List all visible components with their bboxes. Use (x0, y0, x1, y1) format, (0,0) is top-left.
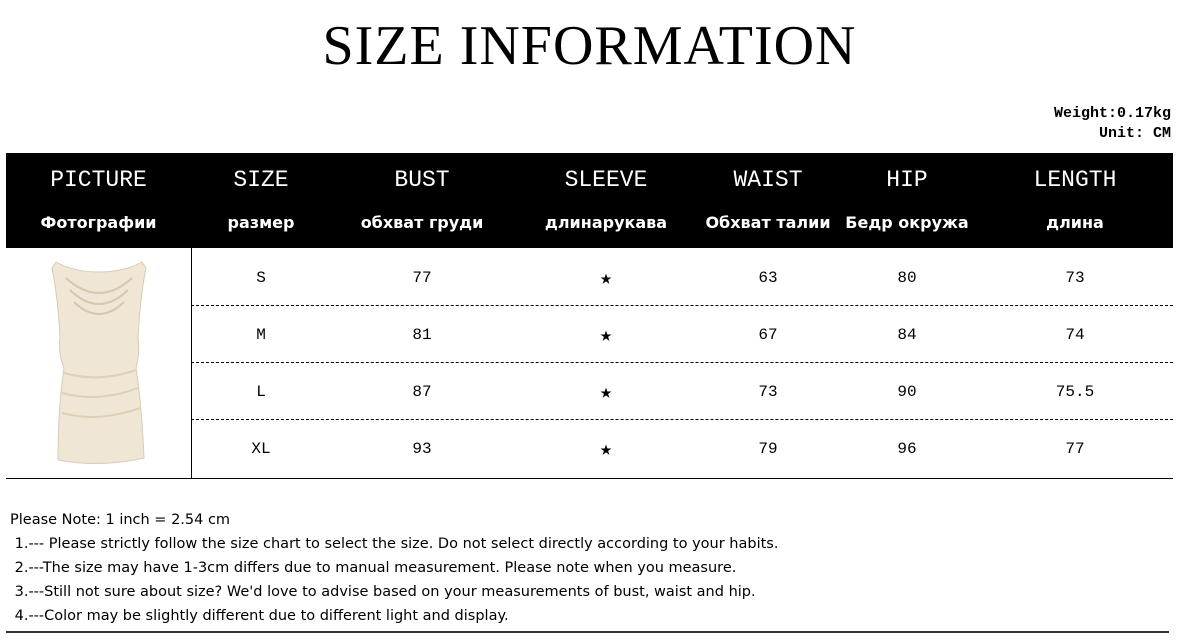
cell-bust: 81 (412, 325, 432, 344)
column-header-ru: длина (1046, 213, 1104, 232)
cell-waist: 73 (758, 382, 778, 401)
column-header: WAIST Обхват талии (699, 153, 837, 248)
cell-sleeve: ★ (599, 267, 613, 291)
notes: Please Note: 1 inch = 2.54 cm 1.--- Plea… (10, 508, 1170, 628)
column-header-ru: длинарукава (544, 213, 668, 232)
cell-length: 73 (1065, 268, 1085, 287)
note-line: 3.---Still not sure about size? We'd lov… (10, 584, 756, 600)
column-header-ru: Обхват талии (705, 213, 831, 232)
cell-bust: 87 (412, 382, 432, 401)
column-header-ru: Фотографии (40, 213, 157, 232)
cell-hip: 84 (897, 325, 917, 344)
column-header: SIZE размер (191, 153, 331, 248)
note-line: 4.---Color may be slightly different due… (10, 608, 509, 624)
divider (6, 631, 1169, 633)
cell-hip: 90 (897, 382, 917, 401)
column-header: SLEEVE длинарукава (513, 153, 699, 248)
page-title: SIZE INFORMATION (322, 15, 857, 77)
column-header: PICTURE Фотографии (6, 153, 191, 248)
table-row: S 77 ★ 63 80 73 (191, 249, 1173, 306)
row-divider (191, 362, 1173, 363)
column-header: HIP Бедр окружа (837, 153, 977, 248)
cell-bust: 93 (412, 439, 432, 458)
weight-label: Weight:0.17kg (1053, 105, 1171, 122)
column-header-en: BUST (394, 167, 450, 193)
table-row: M 81 ★ 67 84 74 (191, 306, 1173, 363)
cell-sleeve: ★ (599, 438, 613, 462)
cell-waist: 67 (758, 325, 778, 344)
note-line: Please Note: 1 inch = 2.54 cm (10, 512, 231, 528)
cell-size: XL (251, 439, 271, 458)
table-header: PICTURE Фотографии SIZE размер BUST обхват гр… (6, 153, 1173, 248)
divider (191, 248, 192, 478)
table-row: L 87 ★ 73 90 75.5 (191, 363, 1173, 420)
unit-label: Unit: CM (1098, 125, 1171, 142)
table-row: XL 93 ★ 79 96 77 (191, 420, 1173, 477)
column-header-en: LENGTH (1033, 167, 1117, 193)
size-table-body: S 77 ★ 63 80 73 M 81 ★ 67 84 74 L 87 ★ 73 90 75.5 XL 93 ★ 79 9… (6, 248, 1173, 479)
column-header-ru: Бедр окружа (845, 213, 969, 232)
note-line: 2.---The size may have 1-3cm differs due… (10, 560, 737, 576)
row-divider (191, 419, 1173, 420)
cell-size: M (256, 325, 266, 344)
cell-size: L (256, 382, 266, 401)
column-header-en: PICTURE (50, 167, 147, 193)
cell-waist: 63 (758, 268, 778, 287)
note-line: 1.--- Please strictly follow the size ch… (10, 536, 779, 552)
cell-waist: 79 (758, 439, 778, 458)
dress-picture (51, 261, 147, 465)
cell-length: 74 (1065, 325, 1085, 344)
column-header: LENGTH длина (977, 153, 1173, 248)
column-header-en: HIP (886, 167, 928, 193)
column-header: BUST обхват груди (331, 153, 513, 248)
cell-length: 77 (1065, 439, 1085, 458)
column-header-ru: размер (227, 213, 295, 232)
column-header-ru: обхват груди (360, 213, 484, 232)
cell-sleeve: ★ (599, 324, 613, 348)
column-header-en: WAIST (733, 167, 803, 193)
cell-hip: 80 (897, 268, 917, 287)
cell-bust: 77 (412, 268, 432, 287)
column-header-en: SIZE (233, 167, 289, 193)
cell-size: S (256, 268, 266, 287)
cell-sleeve: ★ (599, 381, 613, 405)
cell-hip: 96 (897, 439, 917, 458)
cell-length: 75.5 (1055, 382, 1095, 401)
row-divider (191, 305, 1173, 306)
column-header-en: SLEEVE (564, 167, 648, 193)
